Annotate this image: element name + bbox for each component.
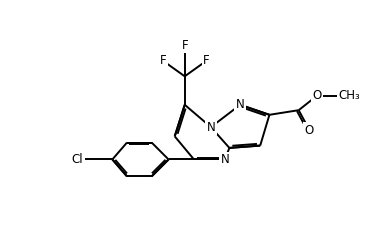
Text: O: O — [313, 89, 322, 102]
Text: O: O — [305, 124, 314, 137]
Text: Cl: Cl — [71, 153, 83, 166]
Text: F: F — [203, 55, 210, 67]
Text: N: N — [236, 98, 245, 111]
Text: F: F — [181, 39, 188, 52]
Text: N: N — [207, 121, 215, 134]
Text: F: F — [160, 55, 166, 67]
Text: N: N — [220, 153, 229, 166]
Text: CH₃: CH₃ — [338, 89, 360, 102]
